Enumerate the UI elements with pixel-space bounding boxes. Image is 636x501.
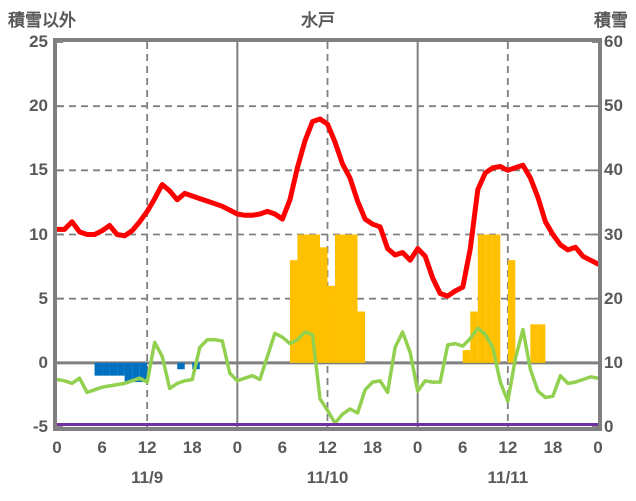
blue-bar [117, 362, 125, 376]
precip-bar [335, 234, 343, 363]
blue-bar [102, 362, 110, 376]
blue-bar [132, 362, 140, 383]
right-axis-tick-label: 20 [604, 288, 623, 308]
x-axis-tick-label: 18 [182, 438, 202, 457]
blue-bar [139, 362, 148, 383]
left-axis-tick-label: 15 [29, 160, 48, 180]
left-axis-tick-label: 20 [29, 96, 48, 116]
x-axis-tick-label: 12 [318, 438, 337, 457]
right-axis-tick-label: 50 [604, 96, 623, 116]
x-axis-tick-label: 6 [277, 438, 288, 457]
x-axis-tick-label: 0 [232, 438, 243, 457]
chart-title: 水戸 [301, 11, 335, 30]
x-axis-tick-label: 18 [543, 438, 563, 457]
left-axis-tick-label: 0 [38, 352, 48, 372]
x-axis-tick-label: 12 [498, 438, 518, 457]
right-axis-tick-label: 30 [604, 224, 623, 244]
left-axis-tick-label: 10 [29, 224, 48, 244]
blue-bar [94, 362, 103, 376]
right-axis-title: 積雪 [594, 11, 628, 30]
left-axis-tick-label: 25 [29, 32, 48, 51]
x-axis-tick-label: 0 [412, 438, 423, 457]
precip-bar [342, 234, 351, 363]
precip-bar [485, 234, 493, 363]
blue-bar [177, 362, 185, 370]
left-axis-tick-label: 5 [38, 288, 48, 308]
right-axis-tick-label: 60 [604, 32, 623, 51]
x-axis-tick-label: 0 [593, 438, 603, 457]
red-line [54, 116, 601, 299]
x-axis-tick-label: 6 [97, 438, 107, 457]
precip-bar [530, 324, 538, 363]
precip-bar [319, 247, 328, 363]
precip-bar [537, 324, 546, 363]
precip-bar [327, 285, 336, 363]
date-label: 11/10 [306, 468, 349, 487]
right-axis-tick-label: 40 [604, 160, 623, 180]
precip-bar [462, 350, 471, 363]
precip-bar [492, 234, 501, 363]
left-axis-tick-label: -5 [32, 417, 48, 436]
x-axis-tick-label: 12 [137, 438, 157, 457]
precip-bar [350, 234, 358, 363]
x-axis-tick-label: 6 [458, 438, 468, 457]
right-axis-tick-label: 0 [604, 417, 614, 436]
date-label: 11/11 [487, 468, 529, 487]
precip-bar [357, 311, 366, 363]
x-axis-tick-label: 18 [363, 438, 383, 457]
green-line [55, 326, 600, 425]
precip-bar [477, 234, 486, 363]
chart-border [53, 38, 602, 431]
precip-bar [470, 311, 478, 363]
precip-bar [312, 234, 320, 363]
precip-bar [289, 260, 298, 363]
precip-bar [304, 234, 313, 363]
blue-bar [109, 362, 118, 376]
precip-bar [507, 260, 516, 363]
right-axis-tick-label: 10 [604, 352, 623, 372]
precip-bar [297, 234, 305, 363]
left-axis-title: 積雪以外 [8, 11, 76, 30]
blue-bar [124, 362, 133, 383]
date-label: 11/9 [131, 468, 164, 487]
x-axis-tick-label: 0 [52, 438, 62, 457]
